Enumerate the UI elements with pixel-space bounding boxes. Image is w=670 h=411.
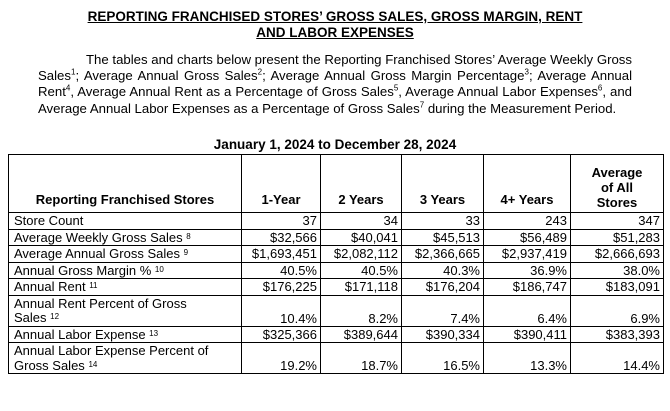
table-cell: $389,644 bbox=[320, 325, 402, 343]
footnote-ref: 4 bbox=[65, 84, 71, 94]
footnote-ref: 10 bbox=[154, 264, 164, 274]
column-header-3-years: 3 Years bbox=[401, 154, 484, 213]
table-cell: 16.5% bbox=[401, 342, 484, 374]
footnote-ref: 5 bbox=[393, 84, 399, 94]
table-cell: 10.4% bbox=[241, 294, 321, 327]
footnote-ref: 6 bbox=[597, 84, 603, 94]
footnote-ref: 1 bbox=[71, 67, 76, 77]
header-text: Stores bbox=[596, 195, 638, 210]
table-cell: 243 bbox=[483, 212, 571, 230]
table-cell: 34 bbox=[320, 212, 402, 230]
table-cell: 40.3% bbox=[401, 261, 484, 279]
column-header-1-year: 1-Year bbox=[241, 154, 321, 213]
column-header-2-years: 2 Years bbox=[320, 154, 402, 213]
table-cell: $186,747 bbox=[483, 278, 571, 296]
intro-text: ; Average Annual Gross Margin Percentage bbox=[262, 68, 525, 84]
table-row: Annual Gross Margin % 10 40.5% 40.5% 40.… bbox=[8, 261, 664, 279]
table-row: Store Count 37 34 33 243 347 bbox=[8, 212, 664, 230]
footnote-ref: 11 bbox=[89, 281, 98, 291]
row-label: Annual Rent Percent of Gross Sales 12 bbox=[8, 294, 242, 327]
intro-text: during the Measurement Period. bbox=[424, 100, 617, 116]
table-row: Annual Labor Expense 13 $325,366 $389,64… bbox=[8, 325, 664, 343]
header-text: of All bbox=[600, 180, 633, 195]
intro-text: , Average Annual Labor Expenses bbox=[398, 84, 598, 100]
row-label: Annual Labor Expense Percent of Gross Sal… bbox=[8, 342, 242, 374]
table-cell: $176,204 bbox=[401, 278, 484, 296]
footnote-ref: 3 bbox=[524, 67, 529, 77]
table-row: Annual Rent 11 $176,225 $171,118 $176,20… bbox=[8, 278, 664, 296]
intro-paragraph: The tables and charts below present the … bbox=[38, 52, 632, 117]
table-cell: $2,366,665 bbox=[401, 245, 484, 263]
table-cell: $390,334 bbox=[401, 325, 484, 343]
table-cell: $390,411 bbox=[483, 325, 571, 343]
table-cell: $32,566 bbox=[241, 228, 321, 246]
row-label: Average Annual Gross Sales 9 bbox=[8, 245, 242, 263]
table-cell: $2,937,419 bbox=[483, 245, 571, 263]
document-title-line-2: AND LABOR EXPENSES bbox=[256, 25, 414, 40]
gross-sales-table: Reporting Franchised Stores 1-Year 2 Yea… bbox=[8, 154, 664, 374]
column-header-4-plus-years: 4+ Years bbox=[483, 154, 571, 213]
table-row: Average Annual Gross Sales 9 $1,693,451 … bbox=[8, 245, 664, 263]
intro-text: ; Average Annual Gross Sales bbox=[75, 68, 258, 84]
table-cell: $171,118 bbox=[320, 278, 402, 296]
table-row: Average Weekly Gross Sales 8 $32,566 $40… bbox=[8, 228, 664, 246]
table-cell: 33 bbox=[401, 212, 484, 230]
table-cell: $325,366 bbox=[241, 325, 321, 343]
table-cell: 38.0% bbox=[570, 261, 664, 279]
table-cell: 347 bbox=[570, 212, 664, 230]
table-cell: 14.4% bbox=[570, 342, 664, 374]
intro-text: ; Average Annual Rent bbox=[38, 68, 633, 100]
table-cell: $2,666,693 bbox=[570, 245, 664, 263]
table-header-row: Reporting Franchised Stores 1-Year 2 Yea… bbox=[8, 154, 664, 213]
column-header-stores: Reporting Franchised Stores bbox=[8, 154, 242, 213]
footnote-ref: 9 bbox=[183, 248, 189, 258]
measurement-period: January 1, 2024 to December 28, 2024 bbox=[213, 137, 457, 152]
table-cell: $1,693,451 bbox=[241, 245, 321, 263]
table-cell: 7.4% bbox=[401, 294, 484, 327]
table-cell: 13.3% bbox=[483, 342, 571, 374]
table-cell: 37 bbox=[241, 212, 321, 230]
table-cell: $56,489 bbox=[483, 228, 571, 246]
column-header-average: Average of All Stores bbox=[570, 154, 664, 213]
table-cell: $40,041 bbox=[320, 228, 402, 246]
table-cell: $176,225 bbox=[241, 278, 321, 296]
row-label: Store Count bbox=[8, 212, 242, 230]
table-row: Annual Rent Percent of Gross Sales 12 10.… bbox=[8, 294, 664, 327]
intro-text: , and Average Annual Labor Expenses as a… bbox=[38, 84, 633, 116]
table-cell: 40.5% bbox=[241, 261, 321, 279]
table-cell: 8.2% bbox=[320, 294, 402, 327]
footnote-ref: 2 bbox=[257, 67, 263, 77]
table-cell: $2,082,112 bbox=[320, 245, 402, 263]
footnote-ref: 7 bbox=[419, 100, 425, 110]
footnote-ref: 13 bbox=[149, 328, 159, 338]
table-cell: 18.7% bbox=[320, 342, 402, 374]
table-cell: 19.2% bbox=[241, 342, 321, 374]
footnote-ref: 12 bbox=[50, 312, 60, 321]
intro-text: The tables and charts below present the … bbox=[38, 52, 632, 84]
table-cell: 6.4% bbox=[483, 294, 571, 327]
row-label: Annual Gross Margin % 10 bbox=[8, 261, 242, 279]
footnote-ref: 14 bbox=[88, 359, 98, 369]
row-label: Annual Rent 11 bbox=[8, 278, 242, 296]
table-cell: $45,513 bbox=[401, 228, 484, 246]
table-cell: $383,393 bbox=[570, 325, 664, 343]
row-label: Average Weekly Gross Sales 8 bbox=[8, 228, 242, 246]
footnote-ref: 8 bbox=[186, 231, 191, 241]
document-title-line-1: REPORTING FRANCHISED STORES’ GROSS SALES… bbox=[87, 9, 583, 24]
table-cell: 40.5% bbox=[320, 261, 402, 279]
table-cell: $183,091 bbox=[570, 278, 664, 296]
table-row: Annual Labor Expense Percent of Gross Sal… bbox=[8, 342, 664, 374]
header-text: Average bbox=[591, 165, 643, 180]
intro-text: , Average Annual Rent as a Percentage of… bbox=[70, 84, 394, 100]
table-cell: $51,283 bbox=[570, 228, 664, 246]
row-label: Annual Labor Expense 13 bbox=[8, 325, 242, 343]
table-cell: 6.9% bbox=[570, 294, 664, 327]
table-cell: 36.9% bbox=[483, 261, 571, 279]
